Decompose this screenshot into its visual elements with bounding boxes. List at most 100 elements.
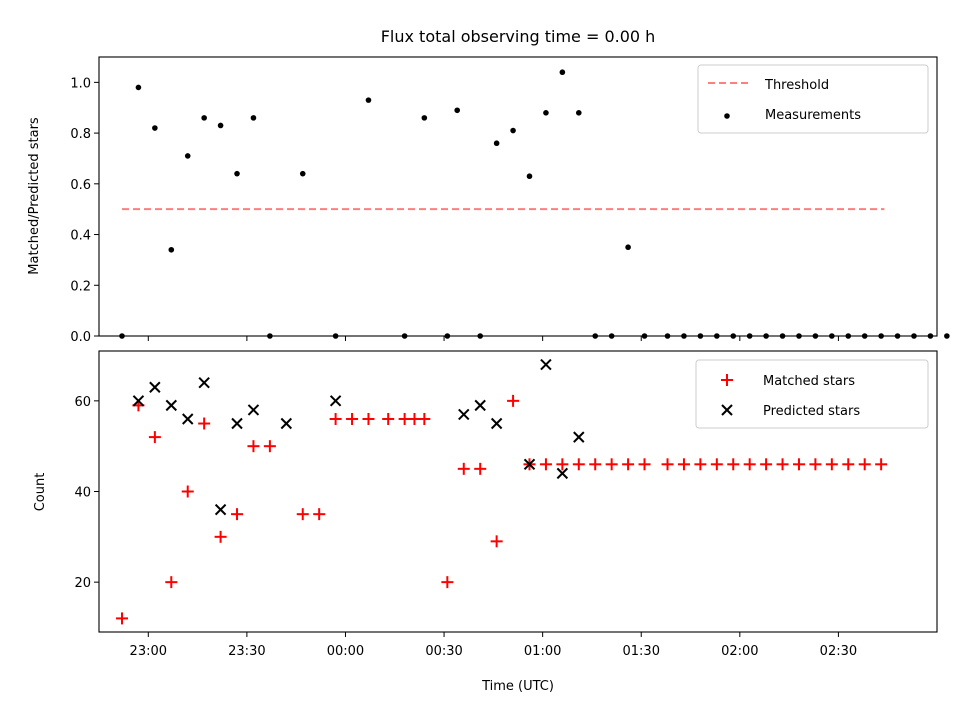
predicted-star-point [540,358,552,371]
top-axes: Flux total observing time = 0.00 h Match… [27,27,950,345]
top-y-axis-label: Matched/Predicted stars [27,117,42,275]
predicted-star-point [132,395,145,407]
legend-predicted-label: Predicted stars [763,404,860,419]
matched-star-point [346,412,359,425]
bottom-y-ticks: 20 40 60 [74,395,99,591]
predicted-star-point [231,417,243,430]
top-y-tick-label: 0.8 [70,127,91,142]
top-chart-title: Flux total observing time = 0.00 h [381,27,656,46]
measurement-point [526,173,533,180]
predicted-star-point [214,503,227,516]
bottom-plot-frame [98,350,938,633]
legend-predicted-swatch [721,404,733,416]
measurement-point [184,153,191,159]
matched-star-point [842,458,855,471]
matched-star-point [329,412,342,425]
measurement-point [168,246,175,253]
measurement-point [234,170,240,177]
measurement-point [493,140,500,147]
matched-star-point [181,485,194,498]
matched-star-point [605,458,618,471]
measurement-point [454,107,461,114]
top-legend: Threshold Measurements [697,64,929,134]
matched-star-point [231,508,244,521]
top-y-tick-label: 0.0 [70,330,91,345]
measurement-point [944,333,950,339]
matched-star-point [247,440,260,453]
predicted-star-point [247,404,260,416]
bottom-x-axis-label: Time (UTC) [481,679,554,694]
predicted-star-point [280,417,293,430]
measurement-point [152,125,158,131]
matched-star-point [507,394,520,407]
matched-star-point [441,576,454,589]
matched-star-point [362,412,375,425]
bottom-x-ticks: 23:00 23:30 00:00 00:30 01:00 01:30 02:00 02:30 [130,632,857,659]
matched-star-point [572,458,585,471]
matched-star-point [776,458,789,471]
predicted-star-point [149,381,161,393]
predicted-star-point [556,467,569,480]
matched-star-point [198,417,211,430]
matched-star-point [743,458,756,471]
measurement-point [299,170,306,177]
measurement-point [250,115,257,121]
bottom-points-layer [116,358,888,625]
top-y-tick-label: 0.4 [70,229,91,244]
matched-star-point [539,458,552,471]
matched-star-point [727,458,740,471]
matched-star-point [474,462,487,475]
measurement-point [135,84,142,91]
matched-star-point [263,440,276,453]
top-y-tick-label: 1.0 [70,76,91,91]
bottom-x-tick-label: 00:30 [425,644,462,659]
measurement-point [543,110,549,116]
measurement-point [365,97,372,103]
bottom-x-tick-label: 01:00 [524,644,561,659]
bottom-legend-box [695,359,929,429]
bottom-x-tick-label: 01:30 [623,644,660,659]
bottom-x-tick-label: 23:30 [228,644,265,659]
legend-measurements-label: Measurements [765,108,861,123]
bottom-y-tick-label: 20 [74,576,91,591]
measurement-point [575,110,582,116]
predicted-star-point [474,399,486,412]
measurement-point [217,122,224,129]
measurement-point [625,244,631,251]
top-y-tick-label: 0.2 [70,279,91,294]
matched-star-point [457,462,470,475]
legend-matched-label: Matched stars [763,374,855,389]
top-legend-box [697,64,929,134]
bottom-x-tick-label: 02:00 [721,644,758,659]
matched-star-point [556,458,569,471]
predicted-star-point [198,377,210,389]
measurement-point [201,115,207,121]
measurement-point [421,115,428,121]
matched-star-point [622,458,635,471]
measurement-point [559,69,566,76]
bottom-x-tick-label: 23:00 [130,644,167,659]
matched-star-point [760,458,773,471]
bottom-x-tick-label: 00:00 [327,644,364,659]
matched-star-point [214,530,227,543]
top-y-ticks: 0.0 0.2 0.4 0.6 0.8 1.0 [70,76,99,345]
top-plot-frame [98,56,938,337]
bottom-x-tick-label: 02:30 [820,644,857,659]
matched-star-point [116,612,129,625]
matched-star-point [792,458,805,471]
matched-star-point [148,431,161,444]
matched-star-point [875,458,888,471]
legend-measurements-swatch [724,113,730,119]
matched-star-point [809,458,822,471]
top-x-ticks [147,336,839,341]
matched-star-point [296,508,309,521]
matched-star-point [490,535,503,548]
matched-star-point [418,412,431,425]
predicted-star-point [182,413,194,425]
bottom-y-tick-label: 40 [74,486,91,501]
predicted-star-point [490,417,503,430]
matched-star-point [313,508,326,521]
matched-star-point [165,576,178,589]
predicted-star-point [573,431,585,443]
